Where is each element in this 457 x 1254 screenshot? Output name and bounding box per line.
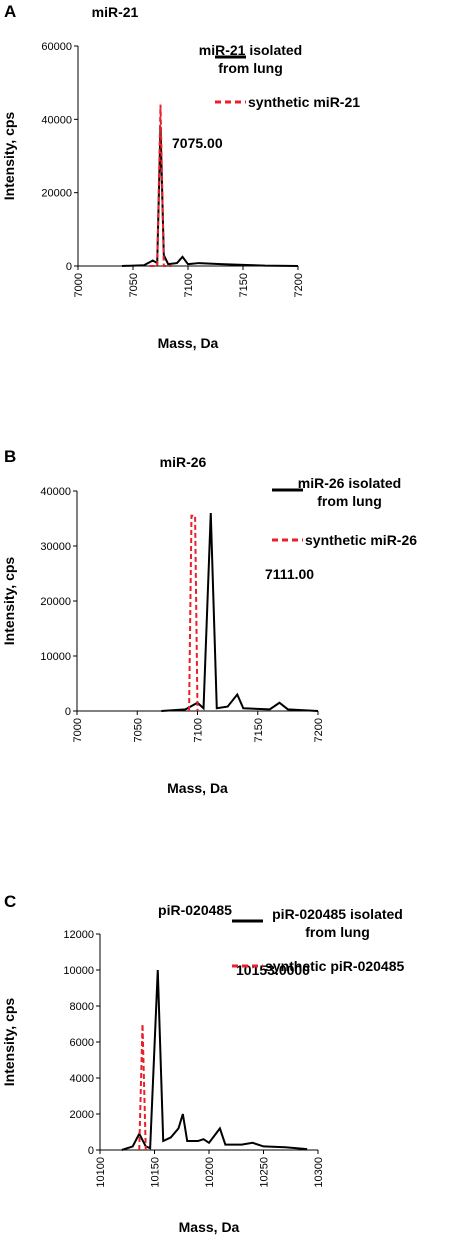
x-tick-label: 10100 — [95, 1157, 107, 1188]
x-tick-label: 7000 — [73, 273, 85, 297]
y-tick-label: 4000 — [70, 1073, 94, 1085]
annotation: 7075.00 — [172, 135, 223, 151]
line-series — [138, 1023, 147, 1151]
line-series — [149, 104, 172, 267]
legend-label: synthetic miR-26 — [305, 532, 418, 548]
legend-label: synthetic piR-020485 — [265, 958, 405, 974]
annotation: 7111.00 — [265, 566, 314, 582]
legend-label: piR-020485 isolated from lung — [272, 906, 403, 940]
y-tick-label: 0 — [65, 706, 71, 718]
chart-title: miR-26 — [160, 454, 207, 470]
y-tick-label: 60000 — [41, 41, 72, 53]
y-tick-label: 30000 — [40, 541, 71, 553]
x-tick-label: 7100 — [193, 718, 205, 742]
y-tick-label: 12000 — [63, 929, 94, 941]
x-tick-label: 7100 — [183, 273, 195, 297]
y-axis-label: Intensity, cps — [1, 998, 17, 1087]
y-tick-label: 0 — [88, 1145, 94, 1157]
x-tick-label: 10200 — [204, 1157, 216, 1188]
x-tick-label: 10250 — [259, 1157, 271, 1188]
y-tick-label: 20000 — [41, 188, 72, 200]
legend-label: miR-21 isolated from lung — [198, 42, 303, 76]
chart-title: miR-21 — [92, 4, 139, 20]
line-series — [188, 514, 199, 712]
y-tick-label: 2000 — [70, 1109, 94, 1121]
y-tick-label: 10000 — [63, 965, 94, 977]
chart-title: piR-020485 — [158, 902, 232, 918]
panel-label: A — [4, 2, 16, 21]
y-tick-label: 6000 — [70, 1037, 94, 1049]
line-series — [161, 512, 319, 712]
x-tick-label: 7000 — [72, 718, 84, 742]
x-tick-label: 10300 — [313, 1157, 325, 1188]
line-series — [121, 969, 308, 1151]
y-tick-label: 40000 — [40, 486, 71, 498]
x-tick-label: 7050 — [132, 718, 144, 742]
y-tick-label: 20000 — [40, 596, 71, 608]
y-axis-label: Intensity, cps — [1, 557, 17, 646]
x-tick-label: 7200 — [293, 273, 305, 297]
y-tick-label: 10000 — [40, 651, 71, 663]
y-axis-label: Intensity, cps — [1, 112, 17, 201]
x-tick-label: 7150 — [238, 273, 250, 297]
x-axis-label: Mass, Da — [158, 335, 219, 351]
y-tick-label: 0 — [66, 261, 72, 273]
legend-label: miR-26 isolated from lung — [297, 475, 402, 509]
x-tick-label: 7150 — [253, 718, 265, 742]
panel-label: C — [4, 892, 16, 911]
panel-label: B — [4, 447, 16, 466]
x-tick-label: 7200 — [313, 718, 325, 742]
x-tick-label: 10150 — [150, 1157, 162, 1188]
x-axis-label: Mass, Da — [179, 1219, 240, 1235]
x-tick-label: 7050 — [128, 273, 140, 297]
x-axis-label: Mass, Da — [167, 780, 228, 796]
legend-label: synthetic miR-21 — [248, 94, 361, 110]
line-series — [121, 126, 299, 267]
y-tick-label: 8000 — [70, 1001, 94, 1013]
y-tick-label: 40000 — [41, 114, 72, 126]
